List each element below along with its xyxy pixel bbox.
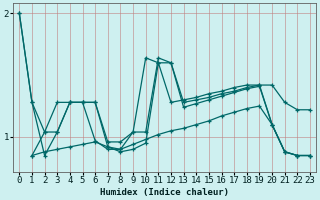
X-axis label: Humidex (Indice chaleur): Humidex (Indice chaleur) [100, 188, 229, 197]
